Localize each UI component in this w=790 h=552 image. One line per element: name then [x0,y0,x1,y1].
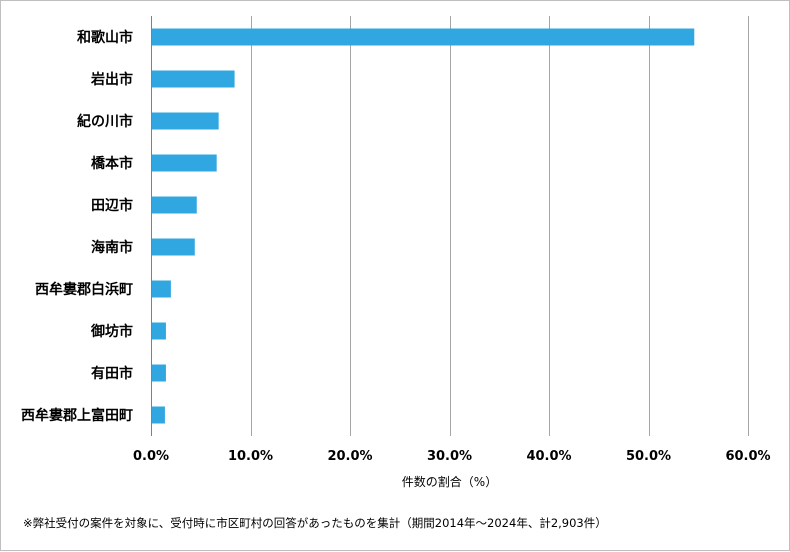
category-label-8: 有田市 [91,365,133,382]
x-axis-title: 件数の割合（%） [402,474,497,489]
x-tick-label-6: 60.0% [725,449,770,464]
category-label-0: 和歌山市 [77,29,133,46]
bar-3 [152,154,217,172]
category-label-9: 西牟婁郡上富田町 [21,407,133,424]
bar-1 [152,70,235,88]
bar-2 [152,112,219,130]
x-tick-label-5: 50.0% [626,449,671,464]
x-tick-label-1: 10.0% [228,449,273,464]
x-tick-label-2: 20.0% [327,449,372,464]
category-label-1: 岩出市 [90,71,133,88]
x-tick-label-0: 0.0% [133,449,169,464]
bar-7 [152,322,166,340]
category-label-3: 橋本市 [91,155,133,172]
bar-9 [152,406,165,424]
category-label-7: 御坊市 [90,323,133,340]
x-tick-label-4: 40.0% [526,449,571,464]
category-label-6: 西牟婁郡白浜町 [35,281,133,298]
x-tick-label-3: 30.0% [427,449,472,464]
category-label-2: 紀の川市 [77,113,133,130]
bar-4 [152,196,197,214]
bar-8 [152,364,166,382]
category-label-4: 田辺市 [91,197,133,214]
bar-5 [152,238,195,256]
category-label-5: 海南市 [91,239,133,256]
bar-6 [152,280,171,298]
footnote: ※弊社受付の案件を対象に、受付時に市区町村の回答があったものを集計（期間2014… [23,516,607,530]
bar-0 [152,28,695,46]
